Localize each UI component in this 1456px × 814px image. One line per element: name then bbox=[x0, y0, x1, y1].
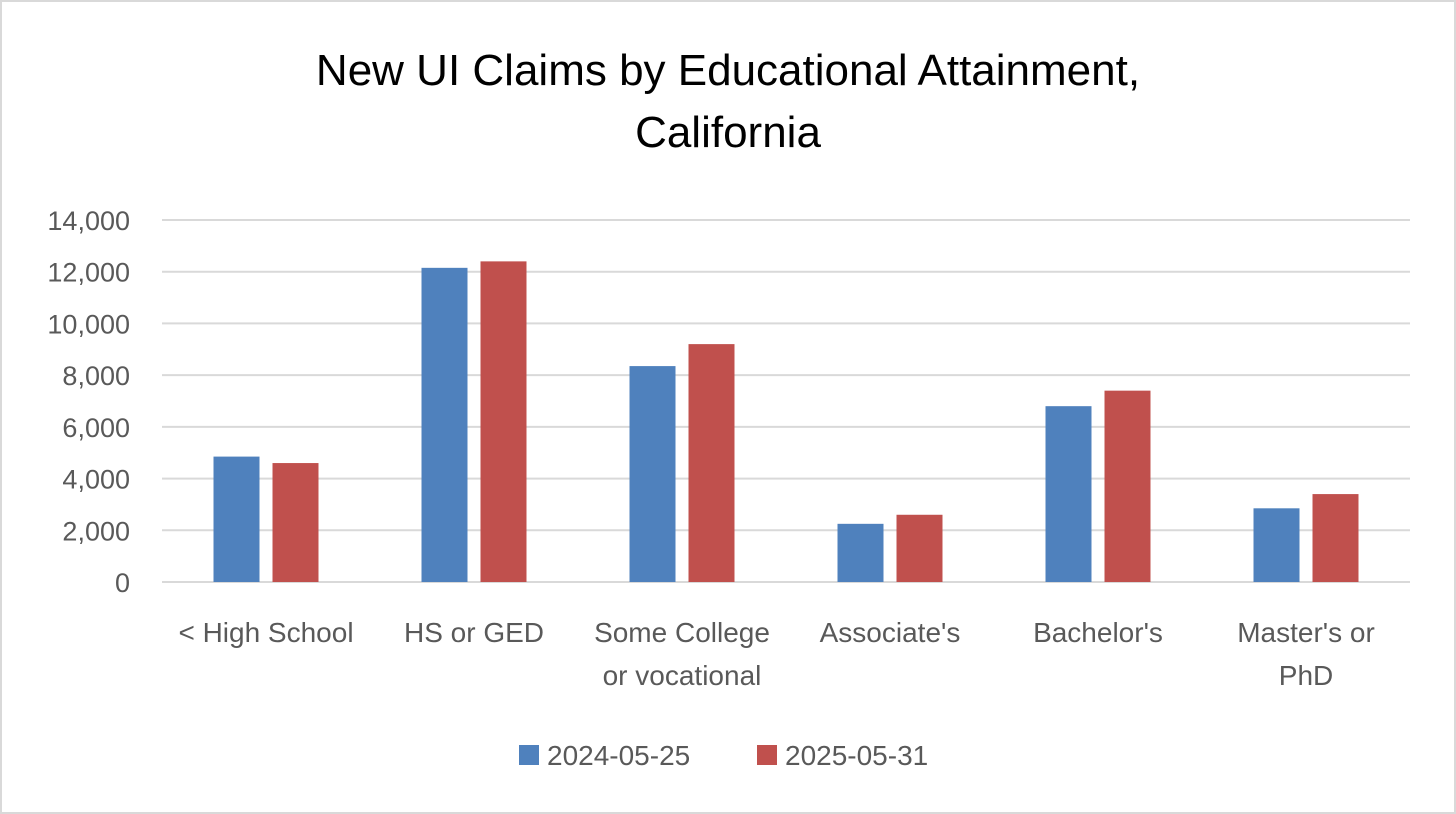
legend-label: 2024-05-25 bbox=[547, 740, 690, 771]
bar-series-1 bbox=[1045, 406, 1092, 582]
bar-series-2 bbox=[1312, 494, 1359, 582]
bar-series-1 bbox=[837, 523, 884, 582]
x-tick-label: Master's or bbox=[1237, 617, 1375, 648]
x-tick-label: < High School bbox=[178, 617, 353, 648]
bar-series-2 bbox=[1104, 390, 1151, 582]
bar-series-2 bbox=[480, 261, 527, 582]
chart-title-line-2: California bbox=[635, 108, 821, 157]
bar-series-1 bbox=[421, 267, 468, 582]
bar-series-1 bbox=[213, 456, 260, 582]
y-tick-label: 10,000 bbox=[47, 309, 130, 339]
x-tick-label: HS or GED bbox=[404, 617, 544, 648]
y-tick-label: 0 bbox=[115, 568, 130, 598]
x-tick-label: Bachelor's bbox=[1033, 617, 1163, 648]
bar-series-2 bbox=[272, 463, 319, 582]
chart-title: New UI Claims by Educational Attainment,… bbox=[2, 40, 1454, 164]
x-tick-label: Some College bbox=[594, 617, 770, 648]
x-tick-label: or vocational bbox=[603, 660, 762, 691]
legend-label: 2025-05-31 bbox=[785, 740, 928, 771]
y-tick-label: 6,000 bbox=[62, 413, 130, 443]
y-tick-label: 4,000 bbox=[62, 465, 130, 495]
y-tick-label: 14,000 bbox=[47, 206, 130, 236]
bar-series-2 bbox=[688, 344, 735, 582]
y-tick-label: 8,000 bbox=[62, 361, 130, 391]
bar-series-1 bbox=[1253, 508, 1300, 582]
x-tick-label: PhD bbox=[1279, 660, 1333, 691]
bar-series-1 bbox=[629, 366, 676, 582]
chart-title-line-1: New UI Claims by Educational Attainment, bbox=[315, 46, 1141, 95]
bar-series-2 bbox=[896, 514, 943, 582]
x-tick-label: Associate's bbox=[820, 617, 961, 648]
y-tick-label: 2,000 bbox=[62, 516, 130, 546]
legend-swatch bbox=[519, 745, 539, 765]
legend-swatch bbox=[757, 745, 777, 765]
y-tick-label: 12,000 bbox=[47, 258, 130, 288]
